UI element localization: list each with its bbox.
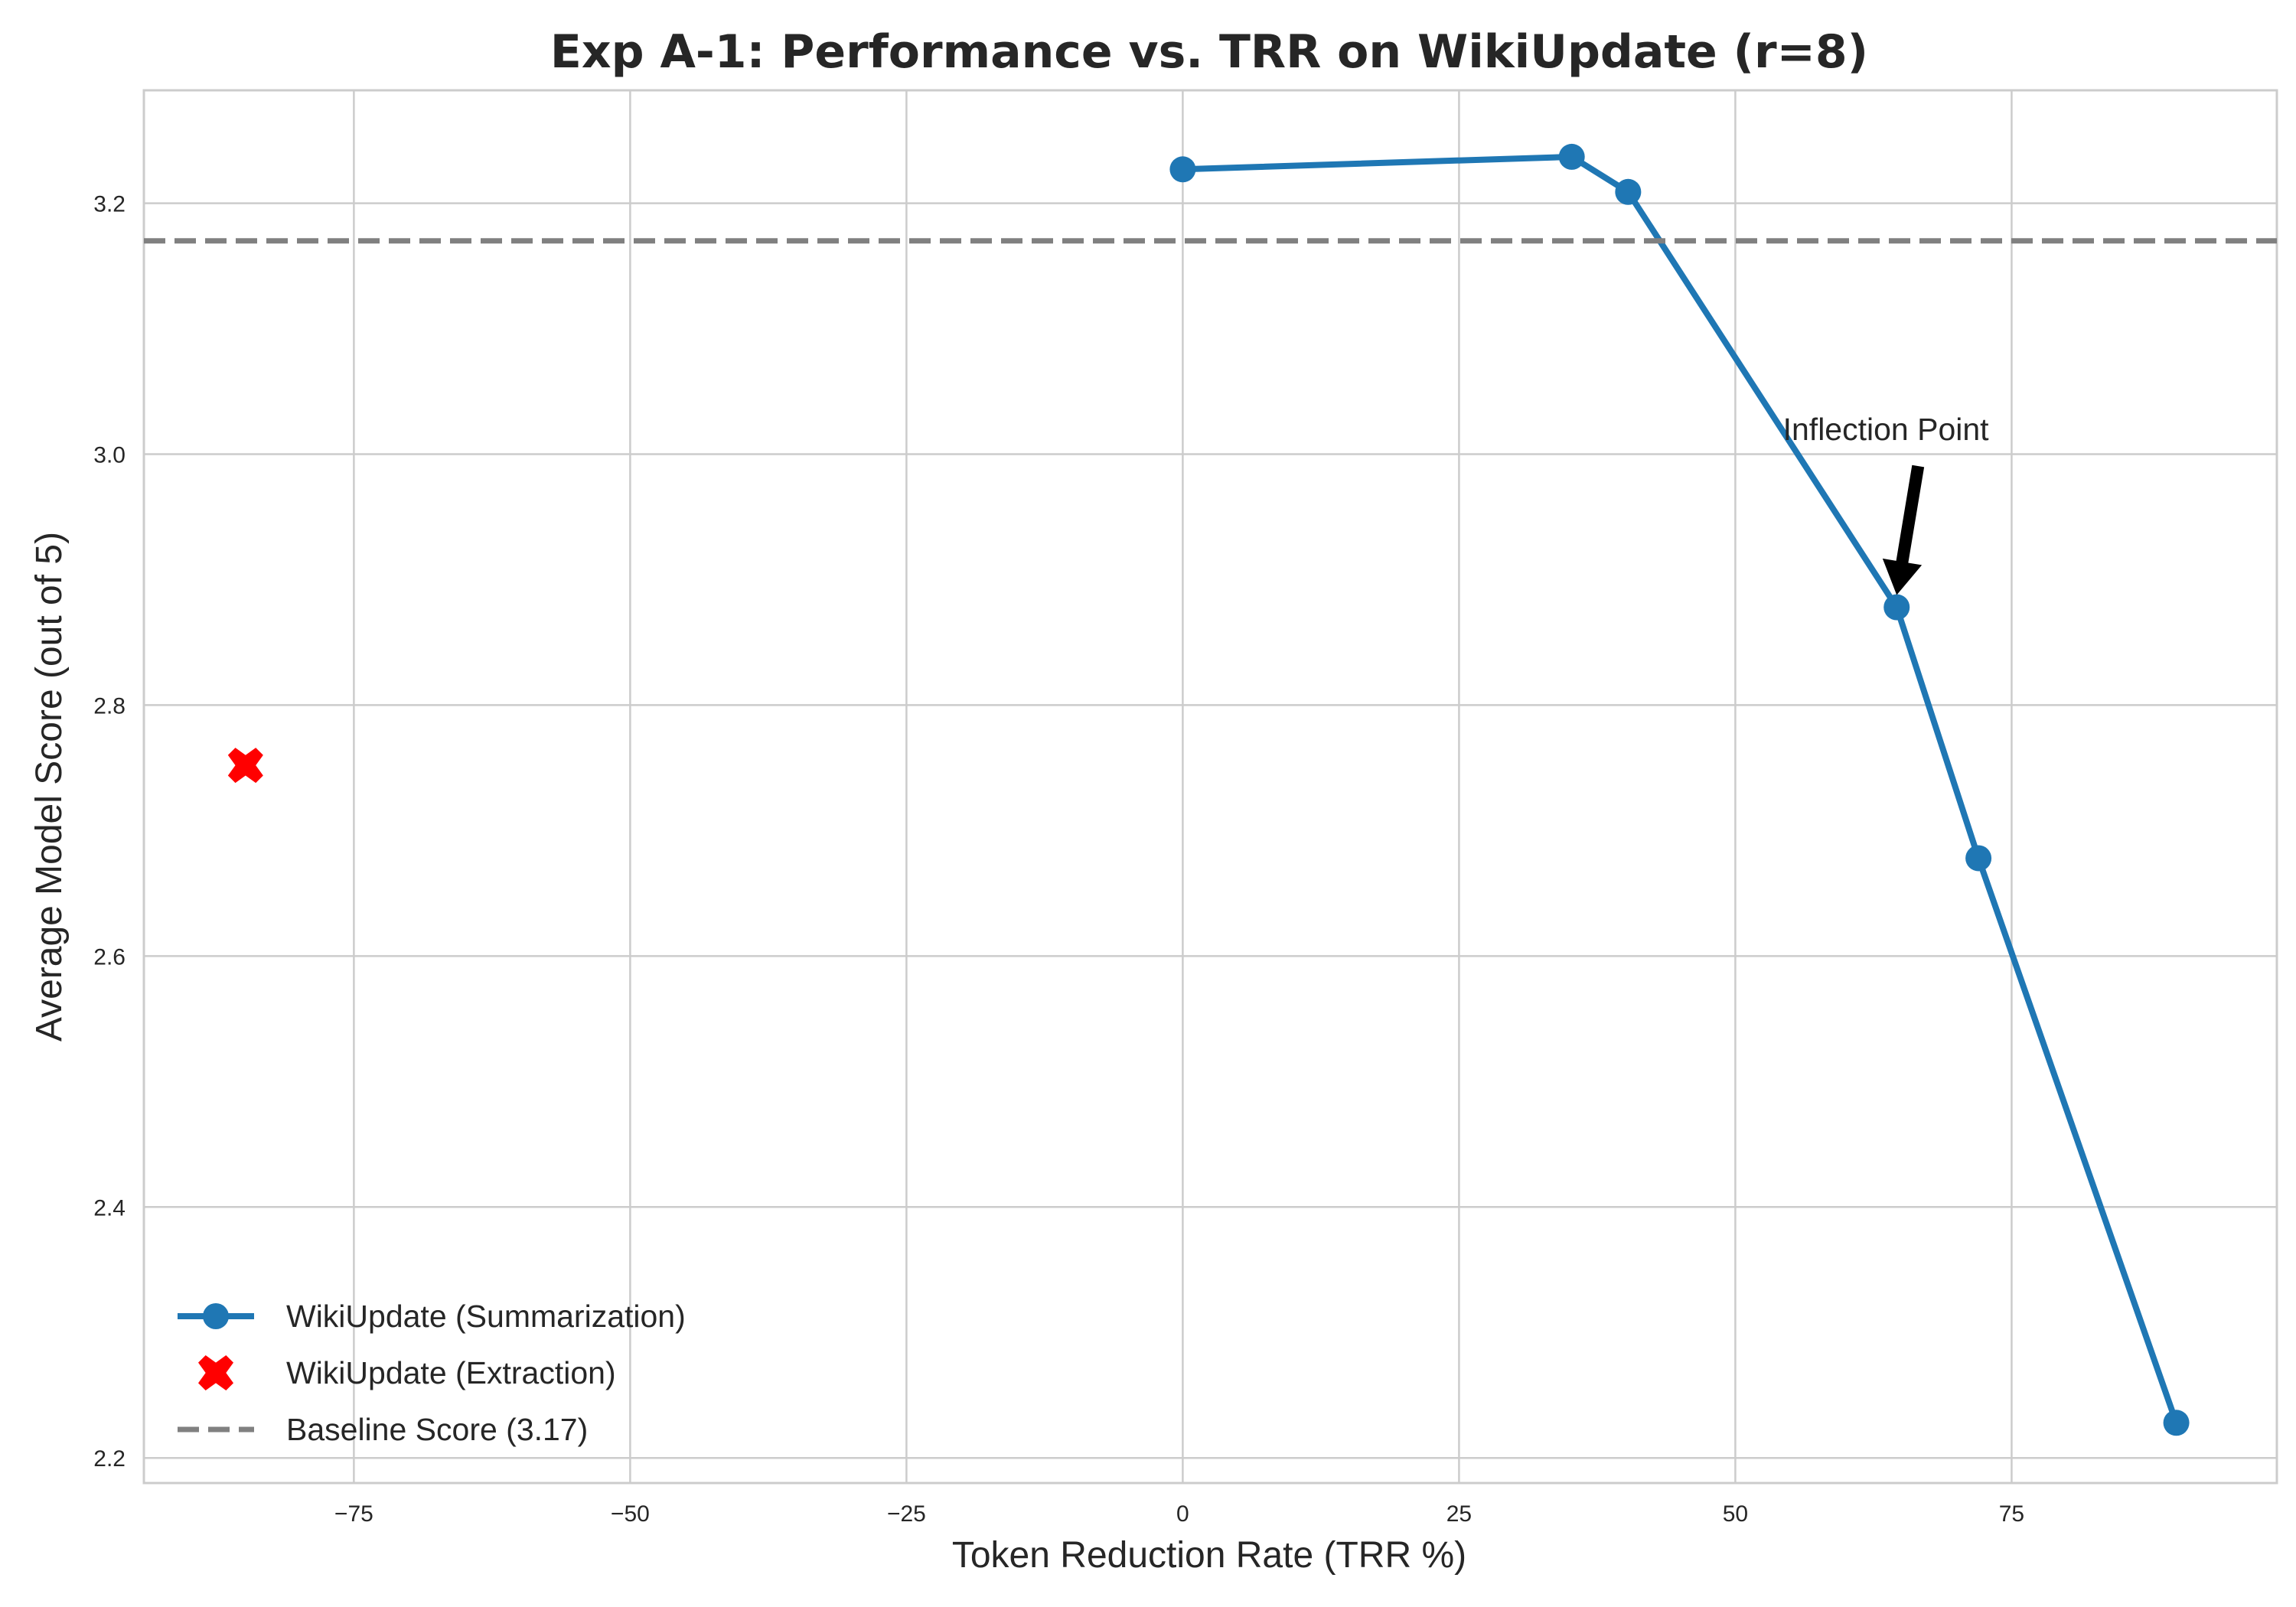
annotation: Inflection Point xyxy=(1783,412,1990,595)
x-tick-label: −50 xyxy=(611,1501,650,1527)
x-tick-label: 50 xyxy=(1723,1501,1748,1527)
y-tick-label: 2.4 xyxy=(93,1195,126,1221)
x-tick-label: 25 xyxy=(1446,1501,1472,1527)
legend: WikiUpdate (Summarization) WikiUpdate (Ex… xyxy=(178,1299,686,1447)
plot-area-frame xyxy=(142,89,2278,1485)
annotation-text: Inflection Point xyxy=(1783,412,1990,447)
data-layer xyxy=(144,143,2277,1436)
summarization-point xyxy=(1615,178,1642,205)
y-axis-label: Average Model Score (out of 5) xyxy=(29,532,70,1041)
summarization-line xyxy=(1179,153,2180,1426)
summarization-point xyxy=(1558,143,1585,170)
x-tick-label: 0 xyxy=(1176,1501,1189,1527)
chart-title: Exp A-1: Performance vs. TRR on WikiUpda… xyxy=(550,25,1868,79)
legend-summarization-marker xyxy=(203,1303,229,1329)
tick-labels: −75 −50 −25 0 25 50 75 2.2 2.4 2.6 2.8 3.0 3.2 xyxy=(93,192,2024,1527)
summarization-point xyxy=(1883,594,1910,621)
x-axis-label: Token Reduction Rate (TRR %) xyxy=(952,1535,1466,1576)
legend-entry-label: WikiUpdate (Summarization) xyxy=(286,1299,686,1334)
y-tick-label: 2.8 xyxy=(93,693,126,719)
y-tick-label: 3.0 xyxy=(93,442,126,468)
x-tick-label: −75 xyxy=(334,1501,373,1527)
annotation-arrow xyxy=(1882,464,1925,595)
y-tick-label: 2.2 xyxy=(93,1446,126,1472)
legend-entry-label: WikiUpdate (Extraction) xyxy=(286,1355,616,1390)
legend-entry-label: Baseline Score (3.17) xyxy=(286,1412,588,1447)
y-tick-label: 2.6 xyxy=(93,944,126,970)
summarization-point xyxy=(1169,156,1196,183)
summarization-point xyxy=(2163,1410,2190,1436)
x-tick-label: 75 xyxy=(1999,1501,2024,1527)
legend-extraction-marker xyxy=(198,1355,233,1390)
summarization-point xyxy=(1965,845,1992,872)
x-tick-label: −25 xyxy=(887,1501,926,1527)
grid-lines xyxy=(144,90,2277,1483)
extraction-point xyxy=(227,748,263,784)
y-tick-label: 3.2 xyxy=(93,192,126,217)
